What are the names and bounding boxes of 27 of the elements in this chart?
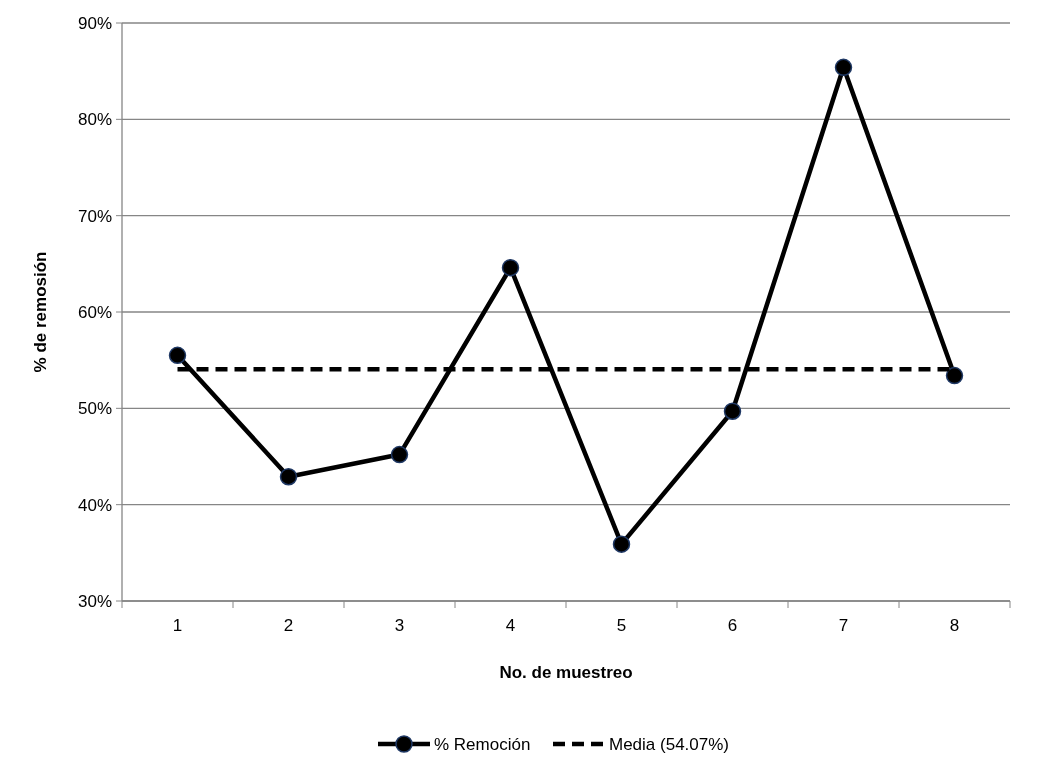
point <box>168 346 187 365</box>
y-axis-title: % de remosión <box>31 251 50 373</box>
legend-label: Media (54.07%) <box>609 734 730 754</box>
y-tick-label: 40% <box>77 495 112 515</box>
x-axis-title: No. de muestreo <box>499 663 633 682</box>
x-tick-label: 3 <box>394 616 405 635</box>
point <box>834 58 853 77</box>
y-tick-label: 30% <box>77 591 112 611</box>
y-tick-label: 90% <box>77 13 112 33</box>
y-tick-label: 80% <box>77 110 112 130</box>
x-tick-label: 6 <box>727 616 738 635</box>
legend-label: % Remoción <box>434 734 531 754</box>
point <box>612 535 631 553</box>
x-tick-label: 1 <box>172 616 183 635</box>
point <box>945 366 964 385</box>
x-tick-label: 4 <box>505 616 516 635</box>
point <box>279 467 298 486</box>
x-tick-label: 5 <box>616 616 627 635</box>
point <box>501 258 520 277</box>
y-tick-label: 70% <box>77 206 112 226</box>
point <box>390 445 409 464</box>
point <box>723 402 742 420</box>
x-tick-label: 7 <box>838 616 849 635</box>
y-tick-label: 50% <box>77 399 112 419</box>
x-tick-label: 8 <box>949 616 960 635</box>
x-tick-label: 2 <box>283 616 294 635</box>
y-tick-label: 60% <box>77 302 112 322</box>
